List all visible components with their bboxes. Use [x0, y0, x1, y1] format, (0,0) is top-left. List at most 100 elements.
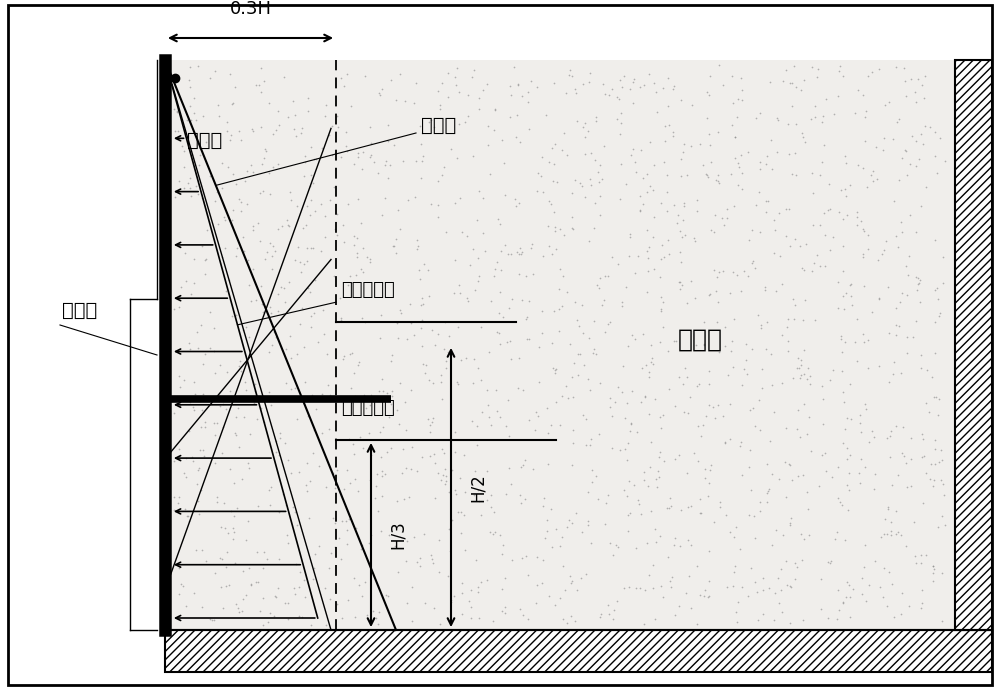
Point — [460, 295, 476, 306]
Point — [554, 301, 570, 312]
Point — [362, 254, 378, 265]
Point — [470, 582, 486, 593]
Point — [767, 224, 783, 235]
Point — [427, 339, 443, 351]
Point — [898, 261, 914, 272]
Point — [916, 92, 932, 104]
Point — [466, 354, 482, 365]
Point — [357, 317, 373, 328]
Point — [480, 139, 496, 150]
Point — [645, 232, 661, 243]
Point — [343, 278, 359, 289]
Bar — [8, 60, 955, 630]
Point — [225, 97, 241, 108]
Point — [416, 528, 432, 539]
Point — [173, 282, 189, 293]
Point — [701, 378, 717, 389]
Point — [449, 152, 465, 164]
Point — [915, 139, 931, 150]
Point — [875, 591, 891, 602]
Point — [686, 233, 702, 244]
Point — [548, 397, 564, 408]
Point — [731, 161, 747, 172]
Point — [499, 337, 515, 348]
Point — [302, 476, 318, 487]
Point — [257, 253, 273, 264]
Point — [166, 407, 182, 418]
Point — [341, 434, 357, 445]
Point — [701, 591, 717, 602]
Point — [636, 474, 652, 485]
Point — [518, 313, 534, 324]
Point — [930, 521, 946, 532]
Point — [612, 193, 628, 204]
Point — [434, 444, 450, 455]
Point — [785, 373, 801, 384]
Point — [902, 158, 918, 169]
Point — [652, 530, 668, 541]
Point — [664, 572, 680, 583]
Point — [725, 98, 741, 109]
Point — [521, 124, 537, 135]
Point — [181, 515, 197, 526]
Point — [498, 489, 514, 500]
Point — [286, 582, 302, 593]
Point — [418, 359, 434, 371]
Point — [852, 418, 868, 429]
Point — [653, 306, 669, 317]
Point — [166, 104, 182, 115]
Point — [351, 580, 367, 591]
Point — [910, 273, 926, 284]
Point — [796, 344, 812, 355]
Point — [788, 81, 804, 92]
Point — [509, 246, 525, 257]
Point — [724, 335, 740, 346]
Point — [830, 90, 846, 101]
Point — [879, 529, 895, 540]
Point — [795, 315, 811, 326]
Point — [353, 543, 369, 554]
Point — [927, 444, 943, 455]
Point — [660, 101, 676, 112]
Point — [660, 346, 676, 357]
Point — [263, 400, 279, 411]
Point — [432, 104, 448, 115]
Point — [547, 138, 563, 149]
Point — [570, 369, 586, 380]
Point — [298, 480, 314, 491]
Point — [809, 71, 825, 82]
Point — [554, 532, 570, 543]
Point — [183, 190, 199, 201]
Point — [759, 459, 775, 470]
Point — [853, 453, 869, 464]
Point — [347, 473, 363, 484]
Point — [336, 351, 352, 362]
Point — [186, 253, 202, 264]
Point — [915, 433, 931, 444]
Point — [384, 386, 400, 397]
Point — [181, 74, 197, 85]
Point — [349, 247, 365, 258]
Point — [194, 193, 210, 204]
Point — [341, 514, 357, 525]
Point — [734, 380, 750, 391]
Point — [378, 156, 394, 167]
Point — [552, 419, 568, 430]
Point — [614, 296, 630, 307]
Point — [276, 282, 292, 293]
Point — [677, 363, 693, 374]
Point — [727, 152, 743, 164]
Point — [555, 614, 571, 625]
Point — [497, 607, 513, 618]
Point — [379, 446, 395, 457]
Point — [689, 195, 705, 206]
Point — [425, 413, 441, 424]
Point — [600, 600, 616, 611]
Point — [336, 484, 352, 495]
Point — [698, 169, 714, 180]
Point — [456, 449, 472, 460]
Point — [616, 70, 632, 81]
Point — [325, 467, 341, 478]
Point — [497, 239, 513, 250]
Point — [622, 232, 638, 243]
